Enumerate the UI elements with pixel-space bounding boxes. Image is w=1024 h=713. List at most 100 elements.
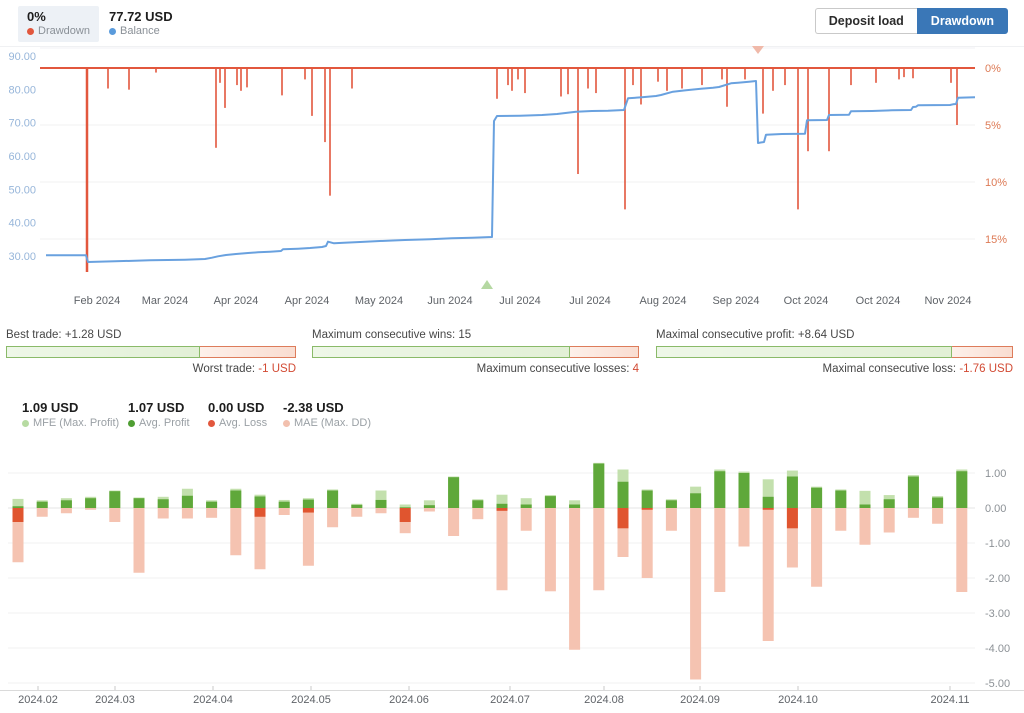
mfe-bar-segment (496, 494, 508, 508)
mae-bar-segment (762, 508, 774, 641)
avg-profit-bar-segment (641, 490, 653, 508)
top-x-axis-label: Apr 2024 (284, 295, 330, 307)
legend-avg-profit[interactable]: 1.07 USD Avg. Profit (128, 400, 190, 429)
mfe-bar-segment (375, 490, 387, 508)
mfe-bar-segment (423, 500, 435, 508)
avg-profit-bar-segment (448, 477, 460, 508)
avg-loss-bar-segment (302, 508, 314, 513)
worst-trade-value: -1 USD (258, 363, 296, 375)
bottom-chart-x-axis: 2024.02 2024.03 2024.04 2024.05 2024.06 2024.… (0, 694, 1024, 710)
drawdown-button[interactable]: Drawdown (916, 8, 1008, 34)
avg-profit-bar-segment (206, 501, 218, 508)
deposit-marker-icon (481, 280, 493, 289)
mae-bar-segment (230, 508, 242, 556)
avg-profit-bar-segment (133, 498, 145, 508)
avg-profit-dot-icon (128, 419, 135, 427)
avg-profit-bar-segment (85, 498, 97, 508)
y-axis-tick-label: -3.00 (985, 608, 1010, 620)
best-trade-label: Best trade: (6, 329, 62, 341)
mae-bar-segment (448, 508, 460, 536)
top-chart-x-axis: Feb 2024 Mar 2024 Apr 2024 Apr 2024 May 2024… (0, 295, 1024, 311)
top-x-axis-label: Aug 2024 (639, 295, 687, 307)
mfe-bar-segment (569, 500, 581, 508)
mfe-bar-segment (859, 490, 871, 508)
balance-drawdown-chart: 90.00 80.00 70.00 60.00 50.00 40.00 30.00 0% 5% 1… (8, 46, 1007, 289)
deposit-load-button[interactable]: Deposit load (814, 8, 917, 34)
right-axis-tick-label: 5% (985, 120, 1001, 132)
left-axis-tick-label: 50.00 (8, 184, 36, 196)
avg-profit-bar-segment (278, 501, 290, 508)
mae-bar-segment (472, 508, 484, 520)
legend-avg-loss[interactable]: 0.00 USD Avg. Loss (208, 400, 268, 429)
y-axis-tick-label: -4.00 (985, 643, 1010, 655)
mae-dot-icon (283, 419, 290, 427)
drawdown-dot-icon (27, 28, 34, 35)
mfe-bar-segment (399, 504, 411, 508)
mae-bar-segment (12, 508, 24, 563)
avg-loss-dot-icon (208, 419, 215, 427)
mae-bar-segment (157, 508, 169, 519)
mae-bar-segment (956, 508, 968, 592)
mfe-bar-segment (762, 479, 774, 508)
mae-bar-segment (883, 508, 895, 533)
stat-best-worst-trade: Best trade: +1.28 USD Worst trade: -1 US… (6, 328, 296, 377)
ratio-bar-red (570, 346, 639, 358)
balance-legend-chip[interactable]: 77.72 USD Balance (100, 6, 182, 42)
legend-mfe[interactable]: 1.09 USD MFE (Max. Profit) (22, 400, 120, 429)
ratio-bar-green (6, 346, 201, 358)
mae-bar-segment (327, 508, 339, 528)
bottom-x-axis-label: 2024.03 (95, 694, 135, 706)
mfe-dot-icon (22, 419, 29, 427)
drawdown-legend-chip[interactable]: 0% Drawdown (18, 6, 99, 42)
top-x-axis-label: May 2024 (354, 295, 404, 307)
bottom-x-axis-label: 2024.07 (490, 694, 530, 706)
balance-dot-icon (109, 28, 116, 35)
left-axis-tick-label: 80.00 (8, 84, 36, 96)
legend-mae[interactable]: -2.38 USD MAE (Max. DD) (283, 400, 371, 429)
avg-loss-bar-segment (399, 508, 411, 522)
ratio-bar-green (312, 346, 571, 358)
bottom-x-axis-label: 2024.10 (778, 694, 818, 706)
mae-bar-segment (665, 508, 677, 531)
bottom-x-axis-label: 2024.05 (291, 694, 331, 706)
top-x-axis-label: Oct 2024 (783, 295, 829, 307)
max-losses-value: 4 (632, 363, 639, 375)
mae-bar-segment (544, 508, 556, 592)
left-axis-tick-label: 60.00 (8, 151, 36, 163)
balance-current-value: 77.72 USD (109, 9, 173, 24)
avg-loss-bar-segment (641, 508, 653, 510)
balance-legend-label: Balance (120, 25, 160, 37)
avg-profit-bar-segment (181, 495, 193, 508)
top-x-axis-label: Feb 2024 (73, 295, 121, 307)
balance-line (46, 80, 976, 263)
avg-profit-bar-segment (302, 499, 314, 508)
avg-profit-bar-segment (593, 463, 605, 508)
top-x-axis-label: Jul 2024 (569, 295, 611, 307)
avg-loss-bar-segment (496, 508, 508, 511)
max-losses-label: Maximum consecutive losses: (476, 363, 630, 375)
avg-profit-bar-segment (690, 493, 702, 508)
wins-losses-ratio-bar (312, 346, 639, 358)
avg-profit-bar-segment (254, 496, 266, 508)
mae-bar-segment (786, 508, 798, 568)
mae-bar-segment (133, 508, 145, 573)
avg-profit-bar-segment (617, 481, 629, 508)
avg-profit-bar-segment (714, 471, 726, 508)
avg-profit-bar-segment (157, 499, 169, 508)
avg-profit-bar-segment (956, 471, 968, 508)
drawdown-current-value: 0% (27, 9, 46, 24)
avg-loss-bar-segment (617, 508, 629, 529)
max-wins-value: 15 (458, 329, 472, 341)
top-x-axis-label: Nov 2024 (924, 295, 972, 307)
top-x-axis-label: Apr 2024 (213, 295, 259, 307)
max-loss-label: Maximal consecutive loss: (822, 363, 957, 375)
y-axis-tick-label: 0.00 (985, 503, 1006, 515)
mae-bar-segment (907, 508, 919, 518)
profit-loss-ratio-bar (656, 346, 1013, 358)
avg-profit-bar-segment (230, 490, 242, 508)
ratio-bar-green (656, 346, 953, 358)
chart-mode-toggle: Deposit load Drawdown (814, 8, 1008, 34)
avg-loss-bar-segment (254, 508, 266, 517)
avg-profit-bar-segment (109, 491, 121, 508)
